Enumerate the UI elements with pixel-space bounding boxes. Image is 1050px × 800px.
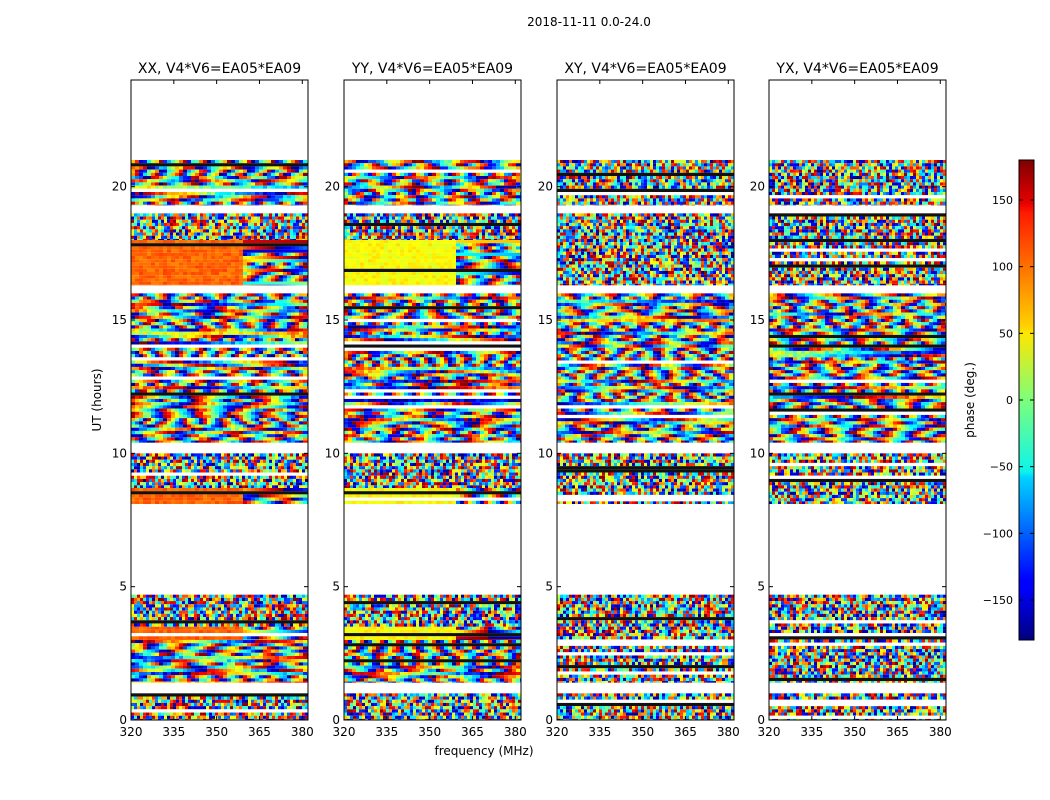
- y-tick-label: 5: [119, 580, 127, 594]
- x-tick-label: 350: [843, 725, 866, 739]
- x-tick-label: 335: [375, 725, 398, 739]
- x-tick-label: 320: [758, 725, 781, 739]
- y-tick-label: 15: [325, 313, 340, 327]
- y-tick-label: 10: [538, 446, 553, 460]
- colorbar-tick-label: 100: [992, 261, 1013, 274]
- colorbar-tick-label: −150: [983, 594, 1013, 607]
- phase-block: [557, 693, 734, 720]
- x-tick-label: 320: [333, 725, 356, 739]
- phase-block: [131, 594, 308, 627]
- x-tick-label: 320: [546, 725, 569, 739]
- plot-frame: [556, 79, 735, 721]
- panel-title: XY, V4*V6=EA05*EA09: [564, 61, 726, 77]
- phase-block: [344, 213, 521, 240]
- plot-frame: [130, 79, 309, 721]
- plot-frame: [343, 79, 522, 721]
- phase-block: [131, 160, 308, 206]
- y-tick-label: 5: [545, 580, 553, 594]
- figure-title: 2018-11-11 0.0-24.0: [527, 15, 651, 29]
- phase-block: [344, 594, 521, 627]
- x-tick-label: 350: [631, 725, 654, 739]
- y-tick-label: 0: [119, 713, 127, 727]
- colorbar-label: phase (deg.): [963, 362, 977, 438]
- y-tick-label: 20: [538, 180, 553, 194]
- heatmap-panel: YX, V4*V6=EA05*EA09 320 335 350 365 380 0 5 10 15…: [750, 61, 952, 739]
- colorbar-tick-label: 150: [992, 194, 1013, 207]
- phase-block: [557, 213, 734, 286]
- x-tick-label: 350: [418, 725, 441, 739]
- y-tick-label: 5: [332, 580, 340, 594]
- phase-block: [557, 160, 734, 206]
- x-tick-label: 365: [886, 725, 909, 739]
- phase-block: [769, 213, 946, 286]
- x-tick-label: 335: [162, 725, 185, 739]
- phase-block: [769, 453, 946, 504]
- phase-block: [131, 293, 308, 443]
- phase-block: [344, 240, 521, 286]
- phase-block: [131, 640, 308, 683]
- y-axis-label: UT (hours): [90, 368, 104, 431]
- heatmap-panel: XY, V4*V6=EA05*EA09 320 335 350 365 380 0 5 10 15…: [538, 61, 740, 739]
- phase-block: [769, 693, 946, 720]
- y-tick-label: 15: [750, 313, 765, 327]
- panel-title: YX, V4*V6=EA05*EA09: [775, 61, 938, 77]
- x-tick-label: 350: [205, 725, 228, 739]
- colorbar-tick-label: 0: [1006, 394, 1013, 407]
- y-tick-label: 20: [750, 180, 765, 194]
- phase-block: [344, 488, 521, 504]
- x-tick-label: 335: [588, 725, 611, 739]
- y-tick-label: 15: [538, 313, 553, 327]
- plot-frame: [768, 79, 947, 721]
- phase-block: [344, 293, 521, 443]
- x-tick-label: 380: [291, 725, 314, 739]
- phase-block: [131, 488, 308, 504]
- panel-title: XX, V4*V6=EA05*EA09: [138, 61, 301, 77]
- x-tick-label: 380: [717, 725, 740, 739]
- phase-block: [131, 453, 308, 488]
- y-tick-label: 10: [750, 446, 765, 460]
- colorbar: 150 100 50 0 −50 −100 −150 phase (deg.): [963, 159, 1035, 641]
- y-tick-label: 0: [757, 713, 765, 727]
- colorbar-tick-label: 50: [999, 327, 1013, 340]
- phase-block: [131, 693, 308, 720]
- y-tick-label: 0: [332, 713, 340, 727]
- x-tick-label: 365: [461, 725, 484, 739]
- x-axis-label: frequency (MHz): [434, 744, 533, 758]
- phase-block: [344, 160, 521, 206]
- phase-block: [131, 213, 308, 240]
- y-tick-label: 10: [112, 446, 127, 460]
- y-tick-label: 0: [545, 713, 553, 727]
- x-tick-label: 335: [800, 725, 823, 739]
- phase-block: [131, 626, 308, 640]
- x-tick-label: 365: [248, 725, 271, 739]
- heatmap-panel: YY, V4*V6=EA05*EA09 320 335 350 365 380 0 5 10 15…: [325, 61, 527, 739]
- phase-block: [344, 453, 521, 488]
- x-tick-label: 380: [929, 725, 952, 739]
- phase-block: [344, 640, 521, 683]
- y-tick-label: 20: [325, 180, 340, 194]
- phase-block: [769, 293, 946, 443]
- y-tick-label: 10: [325, 446, 340, 460]
- colorbar-tick-label: −50: [990, 461, 1013, 474]
- y-tick-label: 15: [112, 313, 127, 327]
- y-tick-label: 5: [757, 580, 765, 594]
- x-tick-label: 320: [120, 725, 143, 739]
- colorbar-tick-label: −100: [983, 527, 1013, 540]
- phase-block: [769, 160, 946, 206]
- phase-block: [344, 693, 521, 720]
- x-tick-label: 380: [504, 725, 527, 739]
- y-tick-label: 20: [112, 180, 127, 194]
- phase-block: [557, 293, 734, 443]
- heatmap-panel: XX, V4*V6=EA05*EA09 320 335 350 365 380 0 5 10 15…: [112, 61, 314, 739]
- phase-block: [557, 594, 734, 683]
- panel-title: YY, V4*V6=EA05*EA09: [351, 61, 513, 77]
- phase-block: [769, 594, 946, 683]
- phase-block: [131, 240, 308, 286]
- phase-block: [557, 453, 734, 504]
- x-tick-label: 365: [674, 725, 697, 739]
- phase-block: [344, 626, 521, 640]
